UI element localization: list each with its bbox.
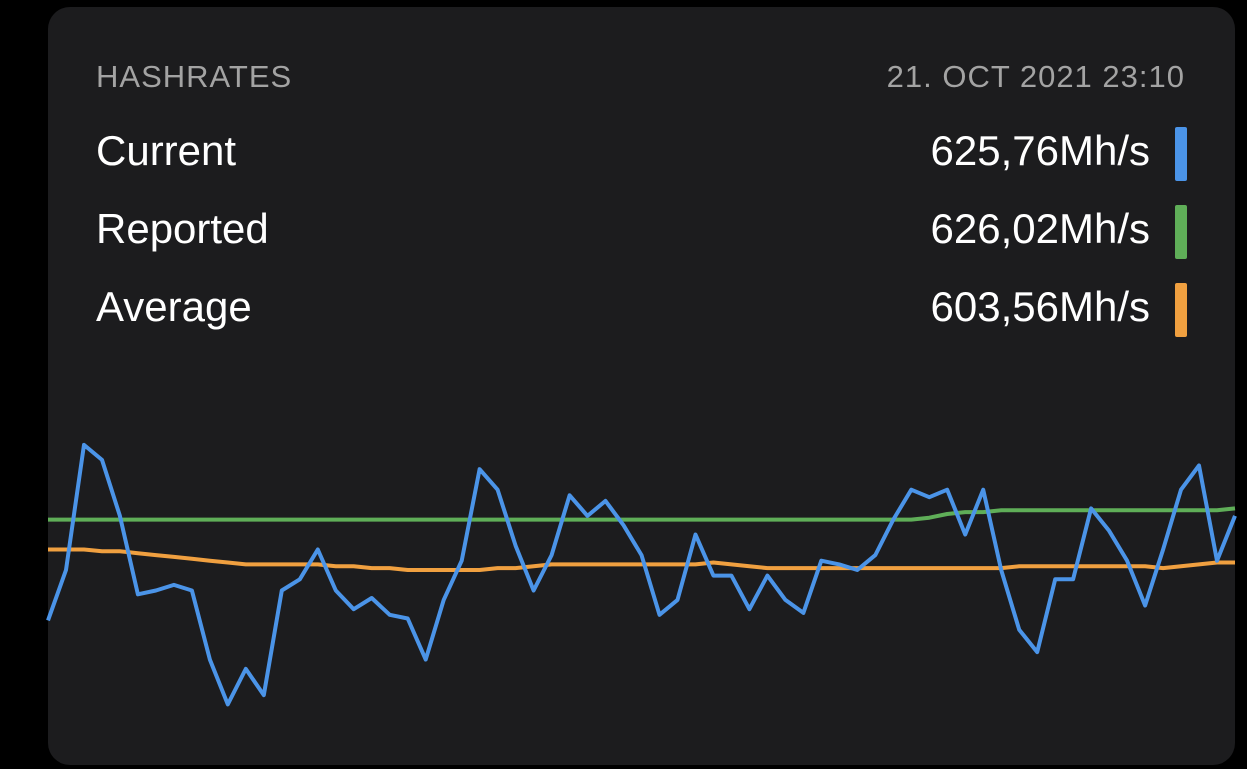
legend-label: Reported <box>96 205 269 252</box>
series-line <box>48 506 1236 522</box>
card-background <box>48 7 1235 765</box>
legend-swatch <box>1175 205 1187 259</box>
legend-swatch <box>1175 283 1187 337</box>
legend-reading: 603,56Mh/s <box>931 283 1150 330</box>
legend-label: Current <box>96 127 236 174</box>
legend-reading: 625,76Mh/s <box>931 127 1150 174</box>
series-line <box>46 442 1237 707</box>
series-line <box>48 547 1235 572</box>
timestamp: 21. OCT 2021 23:10 <box>887 59 1185 94</box>
card-title: HASHRATES <box>96 59 292 94</box>
legend-label: Average <box>96 283 252 330</box>
legend-reading: 626,02Mh/s <box>931 205 1150 252</box>
legend-swatch <box>1175 127 1187 181</box>
